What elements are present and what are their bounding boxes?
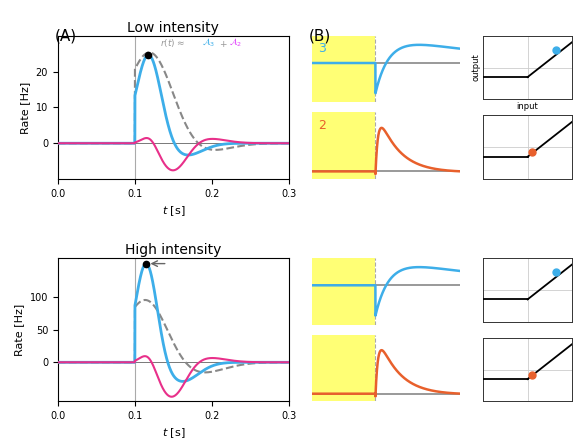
Y-axis label: Rate [Hz]: Rate [Hz] [20,81,30,133]
Y-axis label: output: output [471,54,480,82]
Text: $+$: $+$ [220,40,228,50]
Bar [312,112,376,179]
Title: Low intensity: Low intensity [128,21,219,34]
X-axis label: $t$ [s]: $t$ [s] [162,204,185,218]
Text: $\mathcal{A}_3$: $\mathcal{A}_3$ [202,37,216,50]
Bar [312,258,376,325]
Text: 2: 2 [318,119,326,132]
Text: (A): (A) [55,29,77,44]
Text: $r(t){\approx}$: $r(t){\approx}$ [160,37,184,50]
Bar [312,334,376,401]
Bar [312,36,376,103]
Title: High intensity: High intensity [125,243,221,257]
X-axis label: $t$ [s]: $t$ [s] [162,427,185,441]
X-axis label: input: input [517,102,539,111]
Text: 3: 3 [318,42,326,55]
Text: $\mathcal{A}_2$: $\mathcal{A}_2$ [229,37,243,50]
Y-axis label: Rate [Hz]: Rate [Hz] [14,304,24,356]
Text: (B): (B) [309,29,331,44]
